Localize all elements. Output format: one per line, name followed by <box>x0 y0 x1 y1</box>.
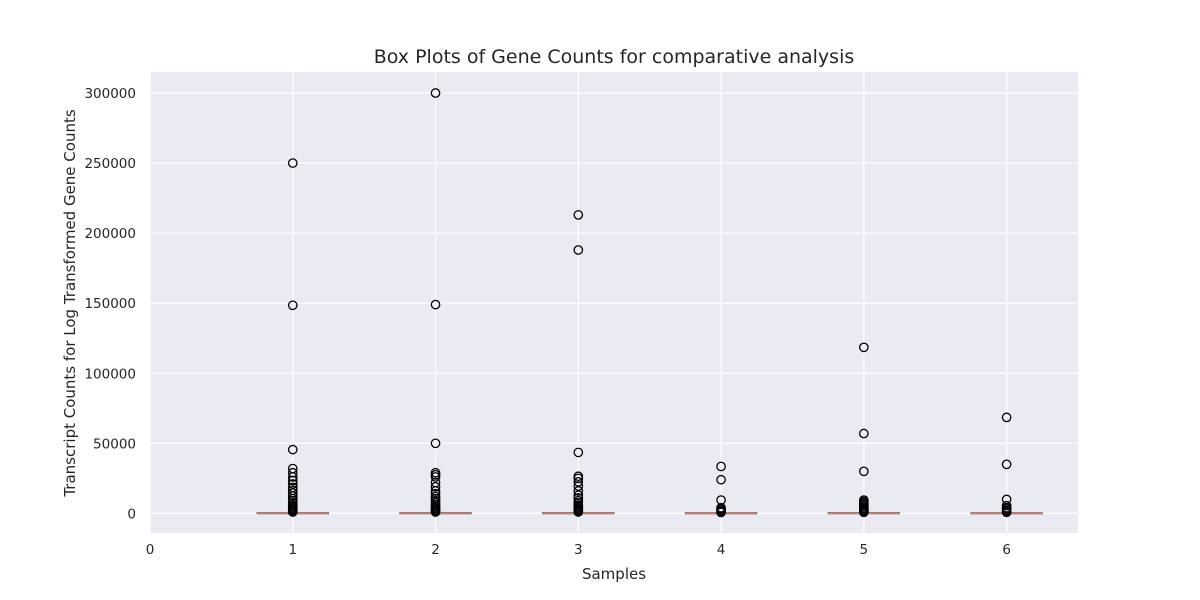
outlier-point <box>573 447 584 458</box>
outlier-point <box>430 438 441 449</box>
outlier-point <box>430 486 441 496</box>
outlier-point <box>287 491 298 501</box>
x-tick-label: 3 <box>574 542 583 558</box>
outlier-point <box>858 342 869 353</box>
outlier-point <box>430 507 441 517</box>
x-tick-label: 5 <box>860 542 869 558</box>
outlier-point <box>716 461 726 472</box>
x-tick-label: 4 <box>717 542 726 558</box>
outlier-point <box>573 245 584 255</box>
x-tick-label: 6 <box>1002 542 1011 558</box>
outlier-point <box>287 300 298 311</box>
y-axis-label: Transcript Counts for Log Transformed Ge… <box>61 109 79 498</box>
y-tick-label: 0 <box>127 506 136 522</box>
outlier-point <box>716 495 726 505</box>
outlier-point <box>430 299 441 310</box>
outlier-point <box>430 472 441 482</box>
outlier-point <box>287 472 298 482</box>
outlier-point <box>573 481 584 491</box>
y-ticks: 0 50000 100000 150000 200000 250000 300000 <box>84 86 136 522</box>
outlier-point <box>573 473 584 484</box>
outlier-point <box>716 507 726 518</box>
y-tick-label: 200000 <box>84 226 136 242</box>
outlier-point <box>573 477 584 487</box>
y-tick-label: 300000 <box>84 86 136 102</box>
outlier-point <box>287 507 298 517</box>
outlier-point <box>287 467 298 478</box>
y-tick-label: 100000 <box>84 366 136 382</box>
outlier-point <box>858 428 869 439</box>
outlier-point <box>573 486 584 496</box>
outlier-point <box>287 475 298 486</box>
outlier-point <box>858 507 869 518</box>
outlier-point <box>573 507 584 517</box>
outlier-point <box>1001 412 1012 423</box>
x-axis-label: Samples <box>582 565 646 583</box>
plot-area <box>150 72 1078 533</box>
outlier-point <box>430 88 441 98</box>
outlier-point <box>1001 507 1012 518</box>
outlier-point <box>573 490 584 501</box>
outlier-point <box>287 479 298 489</box>
x-ticks: 0 1 2 3 4 5 6 <box>146 542 1011 558</box>
x-tick-label: 2 <box>431 542 440 558</box>
outliers <box>287 88 1012 518</box>
outlier-point <box>430 488 441 499</box>
outlier-point <box>287 488 298 498</box>
outlier-point <box>430 481 441 492</box>
chart-title: Box Plots of Gene Counts for comparative… <box>374 46 855 68</box>
outlier-point <box>573 210 584 220</box>
y-tick-label: 150000 <box>84 296 136 312</box>
outlier-point <box>1001 459 1012 470</box>
x-tick-label: 0 <box>146 542 155 558</box>
outlier-point <box>716 474 726 485</box>
outlier-point <box>287 444 298 455</box>
y-tick-label: 250000 <box>84 156 136 172</box>
outlier-point <box>287 158 298 168</box>
y-tick-label: 50000 <box>93 436 136 452</box>
x-tick-label: 1 <box>288 542 297 558</box>
outlier-point <box>858 466 869 477</box>
